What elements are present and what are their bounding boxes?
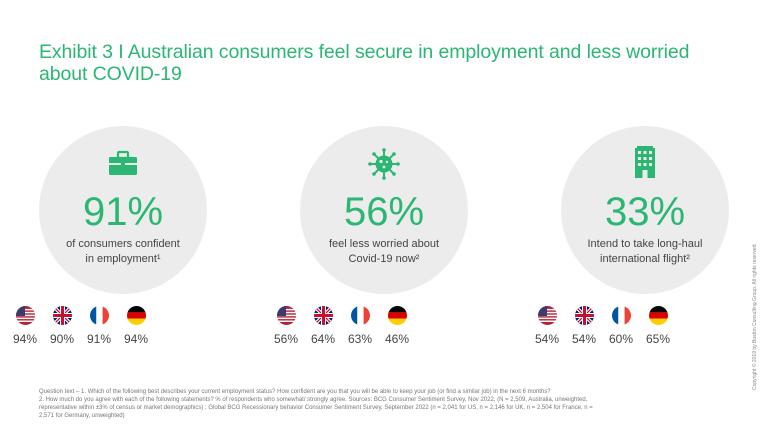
country-percentage: 94%	[12, 332, 38, 346]
country-france: 60%	[606, 306, 636, 346]
country-uk: 64%	[308, 306, 338, 346]
country-percentage: 63%	[347, 332, 373, 346]
footnote-line-3: representative within ±3% of census or m…	[39, 405, 593, 411]
country-breakdown: 56% 64% 63% 46%	[271, 306, 511, 346]
title-line-1: Exhibit 3 I Australian consumers feel se…	[39, 41, 690, 63]
country-germany: 46%	[382, 306, 412, 346]
stat-description-line-2: international flight²	[600, 253, 690, 265]
germany-flag-icon	[126, 306, 146, 325]
country-breakdown: 54% 54% 60% 65%	[532, 306, 768, 346]
stat-value: 91%	[82, 190, 164, 234]
title-line-2: about COVID-19	[39, 63, 182, 85]
country-percentage: 46%	[384, 332, 410, 346]
uk-flag-icon	[52, 306, 72, 325]
country-uk: 54%	[569, 306, 599, 346]
country-us: 54%	[532, 306, 562, 346]
exhibit-title: Exhibit 3 I Australian consumers feel se…	[39, 41, 729, 85]
footnote-line-1: Question text – 1. Which of the followin…	[39, 389, 551, 395]
country-uk: 90%	[47, 306, 77, 346]
virus-icon	[368, 142, 400, 182]
stat-description-line-2: Covid-19 now²	[348, 253, 420, 265]
country-percentage: 65%	[645, 332, 671, 346]
country-france: 63%	[345, 306, 375, 346]
stat-value: 33%	[604, 190, 686, 234]
footnote-line-4: 2,571 for Germany, unweighted)	[39, 413, 125, 419]
france-flag-icon	[611, 306, 631, 325]
us-flag-icon	[537, 306, 557, 325]
stat-description-line-1: of consumers confident	[66, 238, 180, 250]
stat-description-line-2: in employment¹	[85, 253, 161, 265]
country-percentage: 54%	[571, 332, 597, 346]
france-flag-icon	[89, 306, 109, 325]
country-percentage: 94%	[123, 332, 149, 346]
stat-description: feel less worried about Covid-19 now²	[261, 237, 507, 267]
country-percentage: 60%	[608, 332, 634, 346]
us-flag-icon	[15, 306, 35, 325]
germany-flag-icon	[648, 306, 668, 325]
hotel-building-icon	[629, 142, 661, 182]
us-flag-icon	[276, 306, 296, 325]
stat-circle	[39, 126, 207, 294]
stat-description-line-1: feel less worried about	[328, 238, 440, 250]
copyright-notice: Copyright © 2019 by Boston Consulting Gr…	[752, 243, 758, 390]
country-breakdown: 94% 90% 91% 94%	[10, 306, 250, 346]
uk-flag-icon	[574, 306, 594, 325]
country-france: 91%	[84, 306, 114, 346]
stat-value: 56%	[343, 190, 425, 234]
country-percentage: 64%	[310, 332, 336, 346]
briefcase-icon	[107, 142, 139, 182]
country-percentage: 56%	[273, 332, 299, 346]
stat-description-line-1: Intend to take long-haul	[587, 238, 703, 250]
footnotes: Question text – 1. Which of the followin…	[39, 388, 709, 420]
footnote-line-2: 2. How much do you agree with each of th…	[39, 397, 588, 403]
france-flag-icon	[350, 306, 370, 325]
uk-flag-icon	[313, 306, 333, 325]
country-germany: 94%	[121, 306, 151, 346]
country-percentage: 54%	[534, 332, 560, 346]
germany-flag-icon	[387, 306, 407, 325]
country-germany: 65%	[643, 306, 673, 346]
stat-description: Intend to take long-haul international f…	[522, 237, 768, 267]
country-percentage: 91%	[86, 332, 112, 346]
country-percentage: 90%	[49, 332, 75, 346]
country-us: 56%	[271, 306, 301, 346]
stat-description: of consumers confident in employment¹	[0, 237, 246, 267]
country-us: 94%	[10, 306, 40, 346]
